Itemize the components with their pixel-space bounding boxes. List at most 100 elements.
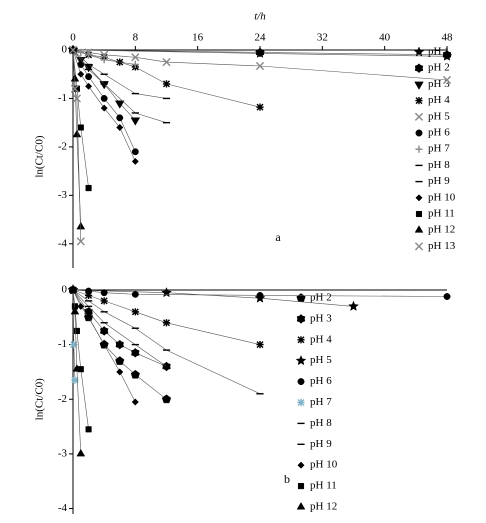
- legend-marker: [415, 210, 423, 218]
- data-point: [443, 293, 451, 300]
- data-point: [161, 287, 172, 298]
- trend-line: [72, 289, 261, 395]
- data-point: [131, 290, 139, 298]
- legend-marker: [297, 336, 305, 344]
- x-axis-label: t/h: [254, 11, 266, 23]
- legend-label: pH 2: [310, 292, 332, 304]
- data-point: [162, 80, 171, 88]
- data-point: [100, 94, 108, 102]
- legend-marker: [296, 314, 306, 324]
- legend-label: pH 8: [428, 159, 450, 171]
- legend-label: pH 5: [310, 354, 332, 366]
- legend-label: pH 11: [428, 208, 455, 220]
- data-point: [85, 426, 92, 433]
- data-point: [256, 103, 264, 111]
- legend-label: pH 11: [310, 480, 337, 492]
- legend-label: pH 6: [428, 127, 450, 139]
- data-point: [116, 368, 124, 376]
- legend-label: pH 3: [310, 312, 332, 324]
- data-point: [100, 326, 109, 336]
- data-point: [85, 287, 93, 295]
- y-tick-label: 0: [62, 283, 68, 295]
- legend-label: pH 10: [428, 191, 456, 203]
- data-point: [256, 341, 264, 349]
- legend-marker: [414, 112, 424, 121]
- legend-marker: [415, 145, 423, 153]
- data-point: [100, 297, 108, 305]
- x-tick-label: 32: [317, 32, 328, 44]
- data-point: [76, 448, 86, 457]
- y-tick-label: -3: [58, 189, 68, 201]
- data-point: [442, 75, 452, 85]
- legend-marker: [297, 378, 305, 386]
- data-point: [114, 100, 125, 109]
- legend-marker: [415, 129, 423, 137]
- data-point: [442, 49, 452, 60]
- legend-label: pH 4: [310, 333, 332, 345]
- legend-marker: [297, 398, 305, 407]
- data-point: [115, 339, 124, 350]
- legend-label: pH 4: [428, 94, 450, 106]
- trend-line: [72, 289, 354, 307]
- data-point: [116, 123, 124, 132]
- data-point: [348, 300, 359, 311]
- data-point: [84, 291, 93, 300]
- data-point: [85, 73, 93, 81]
- data-point: [131, 398, 139, 406]
- data-point: [131, 347, 140, 358]
- legend-marker: [296, 293, 306, 302]
- legend-label: pH 7: [428, 143, 450, 155]
- data-point: [70, 306, 80, 315]
- legend-marker: [297, 461, 305, 469]
- data-point: [85, 82, 93, 90]
- trend-line: [72, 49, 136, 162]
- data-point: [131, 53, 140, 62]
- data-point: [162, 58, 171, 67]
- data-point: [100, 289, 108, 297]
- y-axis-label: ln(Ct/C0): [34, 378, 46, 421]
- x-tick-label: 16: [192, 32, 204, 44]
- legend-label: pH 9: [428, 175, 450, 187]
- legend-label: pH 3: [428, 78, 450, 90]
- data-point: [131, 148, 139, 156]
- data-point: [100, 50, 109, 59]
- legend-marker: [415, 194, 423, 202]
- trend-line: [72, 289, 136, 403]
- data-point: [68, 45, 78, 55]
- data-point: [77, 70, 85, 78]
- y-tick-label: -1: [58, 92, 67, 104]
- data-point: [130, 369, 140, 379]
- y-tick-label: -4: [58, 502, 68, 514]
- legend-label: pH 12: [428, 224, 455, 236]
- trend-line: [72, 49, 82, 242]
- y-axis-label: ln(Ct/C0): [34, 135, 46, 178]
- legend-marker: [414, 81, 424, 90]
- y-tick-label: 0: [62, 44, 68, 56]
- panel-caption: a: [275, 230, 281, 244]
- x-tick-label: 8: [133, 32, 139, 44]
- legend-label: pH 13: [428, 240, 456, 252]
- y-tick-label: -3: [58, 447, 68, 459]
- legend-marker: [414, 242, 424, 251]
- data-point: [72, 129, 82, 138]
- data-point: [77, 124, 84, 131]
- data-point: [256, 291, 264, 299]
- data-point: [76, 237, 85, 246]
- trend-line: [72, 289, 261, 345]
- y-tick-label: -2: [58, 140, 67, 152]
- data-point: [130, 117, 141, 126]
- y-tick-label: -1: [58, 338, 67, 350]
- trend-line: [72, 289, 167, 367]
- data-point: [161, 394, 172, 404]
- y-tick-label: -2: [58, 393, 67, 405]
- legend-label: pH 9: [310, 438, 332, 450]
- data-point: [70, 84, 80, 93]
- legend-label: pH 8: [310, 417, 332, 429]
- legend-label: pH 2: [428, 62, 450, 74]
- legend-label: pH 7: [310, 396, 332, 408]
- legend-label: pH 5: [428, 110, 450, 122]
- data-point: [77, 302, 85, 310]
- data-point: [76, 221, 86, 230]
- x-tick-label: 24: [255, 32, 267, 44]
